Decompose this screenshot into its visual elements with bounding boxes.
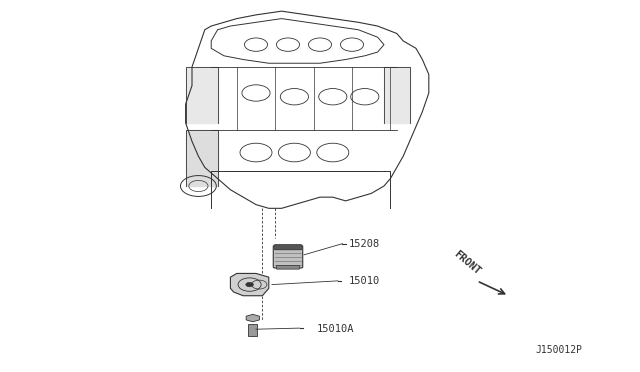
FancyBboxPatch shape xyxy=(275,245,301,250)
Text: FRONT: FRONT xyxy=(452,248,483,276)
FancyBboxPatch shape xyxy=(273,246,303,268)
Text: 15010A: 15010A xyxy=(317,324,355,334)
Polygon shape xyxy=(186,67,218,123)
Polygon shape xyxy=(384,67,410,123)
FancyBboxPatch shape xyxy=(276,266,300,269)
FancyBboxPatch shape xyxy=(248,324,257,336)
Circle shape xyxy=(246,282,253,287)
Text: J150012P: J150012P xyxy=(536,345,582,355)
Text: 15208: 15208 xyxy=(349,239,380,248)
Polygon shape xyxy=(186,130,218,186)
Text: 15010: 15010 xyxy=(349,276,380,286)
Polygon shape xyxy=(246,314,259,322)
Polygon shape xyxy=(230,273,269,296)
